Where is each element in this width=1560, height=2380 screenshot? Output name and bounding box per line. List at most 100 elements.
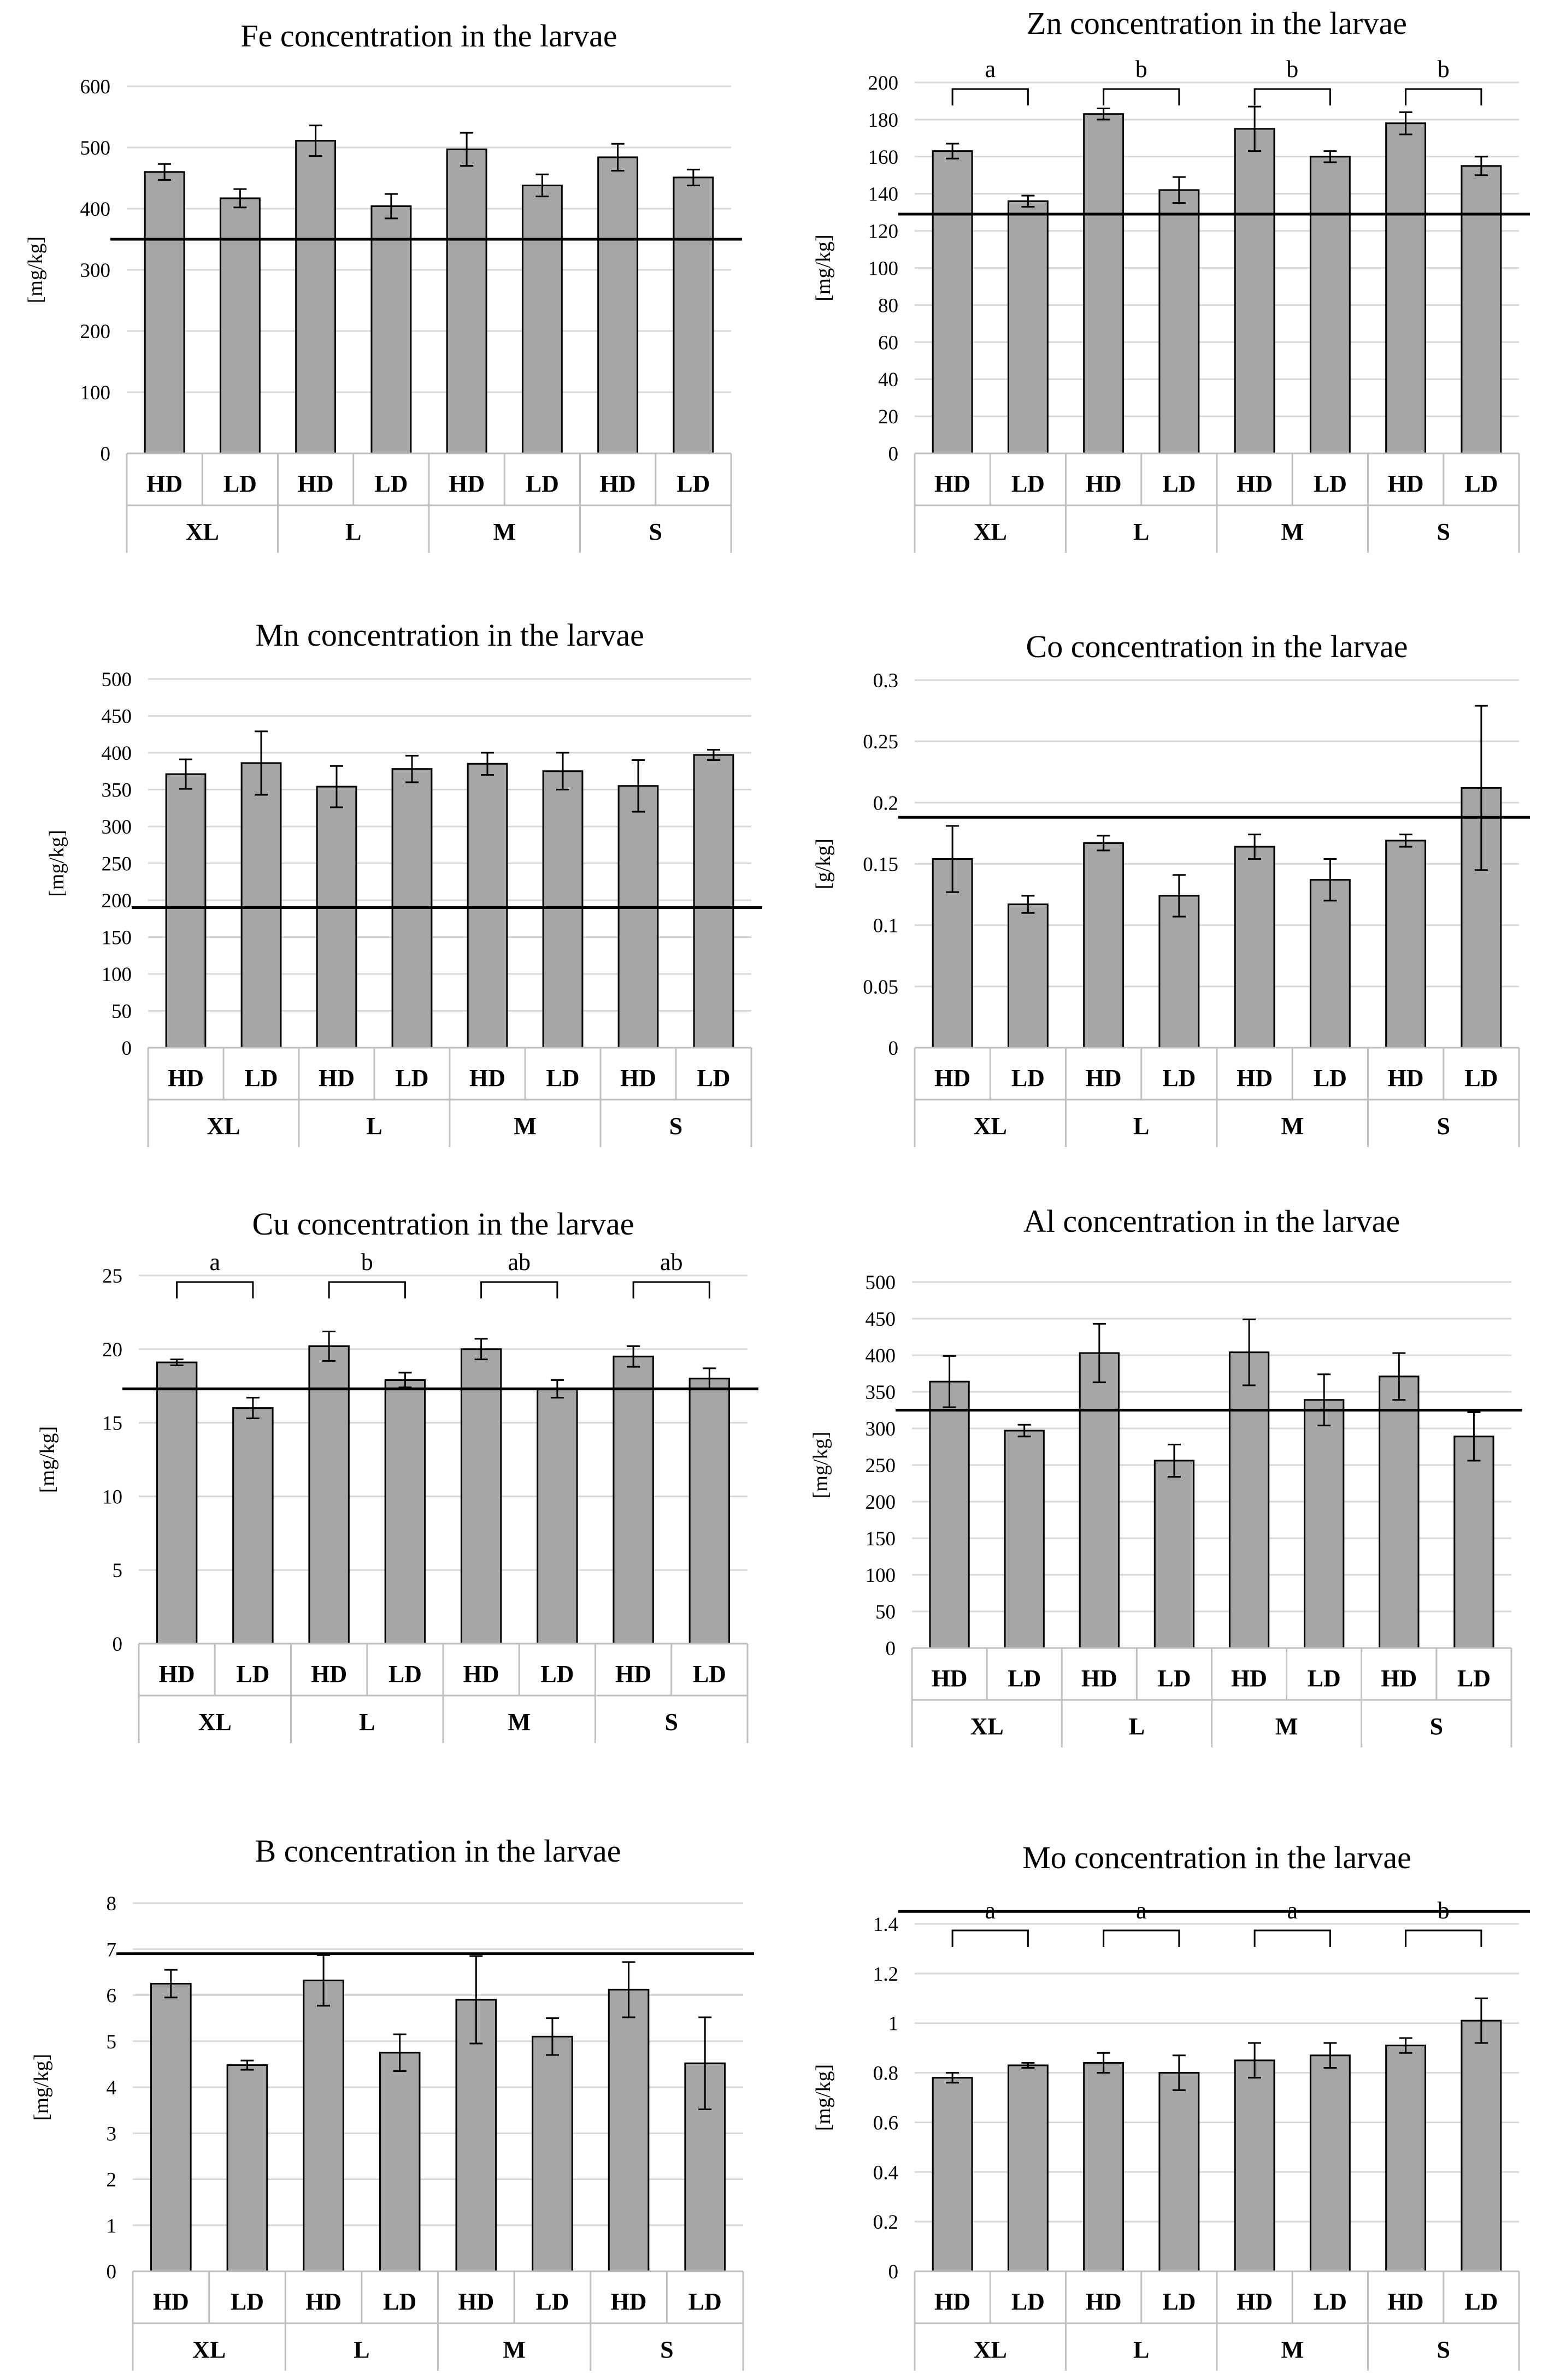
b-category-label: LD xyxy=(383,2288,416,2315)
al-category-label: LD xyxy=(1457,1665,1491,1692)
cu-category-label: LD xyxy=(540,1661,574,1687)
mo-chart: Mo concentration in the larvae 0 0.2 0.4 0.6… xyxy=(812,1840,1530,2371)
co-bar-l-ld xyxy=(1158,895,1200,1049)
b-bar-xl-hd xyxy=(150,1982,192,2272)
al-y-tick-label: 500 xyxy=(866,1272,896,1294)
co-group-label: L xyxy=(1133,1113,1149,1139)
fe-group-label: M xyxy=(493,518,516,545)
fe-chart: Fe concentration in the larvae 0 100 200 300… xyxy=(24,18,742,553)
cu-y-tick-label: 15 xyxy=(102,1413,122,1435)
zn-bar-l-hd xyxy=(1083,113,1125,454)
b-bar-l-ld xyxy=(379,2052,421,2272)
mo-bar-s-ld xyxy=(1461,2019,1502,2272)
al-category-label: HD xyxy=(1381,1665,1417,1692)
mn-category-label: LD xyxy=(244,1065,278,1091)
al-chart: Al concentration in the larvae 0 50 100 150 2… xyxy=(809,1203,1522,1747)
fe-category-label: LD xyxy=(374,470,408,497)
al-chart-title: Al concentration in the larvae xyxy=(1023,1203,1400,1239)
cu-bar-m-hd xyxy=(460,1348,502,1645)
b-category-label: HD xyxy=(458,2288,494,2315)
cu-category-label: HD xyxy=(615,1661,651,1687)
zn-chart: Zn concentration in the larvae 0 20 40 60 80 1… xyxy=(812,5,1530,553)
b-y-tick-label: 7 xyxy=(107,1939,117,1961)
mo-bar-xl-hd xyxy=(932,2077,973,2272)
mo-significance-bracket xyxy=(1405,1929,1482,1947)
co-category-label: HD xyxy=(1388,1065,1424,1091)
fe-y-tick-label: 500 xyxy=(80,137,111,160)
al-category-label: LD xyxy=(1308,1665,1341,1692)
al-y-tick-label: 200 xyxy=(866,1491,896,1514)
co-bar-l-hd xyxy=(1083,842,1125,1049)
zn-significance-bracket xyxy=(951,88,1029,105)
zn-category-label: HD xyxy=(1237,470,1273,497)
al-category-label: LD xyxy=(1008,1665,1041,1692)
b-y-tick-label: 3 xyxy=(107,2123,117,2145)
al-category-label: HD xyxy=(1231,1665,1267,1692)
co-y-tick-label: 0.1 xyxy=(873,915,898,937)
b-group-label: XL xyxy=(192,2336,226,2363)
mn-y-tick-label: 500 xyxy=(102,669,132,691)
b-y-tick-label: 6 xyxy=(107,1985,117,2007)
cu-category-label: HD xyxy=(311,1661,347,1687)
cu-significance-label: ab xyxy=(508,1249,531,1275)
mn-category-label: HD xyxy=(168,1065,204,1091)
zn-bar-s-hd xyxy=(1385,122,1427,454)
al-y-tick-label: 450 xyxy=(866,1308,896,1331)
mo-y-axis-label: [mg/kg] xyxy=(812,2064,835,2131)
mo-bar-m-hd xyxy=(1234,2059,1275,2272)
mo-y-tick-label: 1.4 xyxy=(873,1914,898,1936)
mn-group-label: L xyxy=(366,1113,382,1139)
zn-bar-l-ld xyxy=(1158,189,1200,454)
b-y-tick-label: 4 xyxy=(107,2077,117,2099)
al-bar-s-ld xyxy=(1453,1436,1494,1649)
mn-y-tick-label: 100 xyxy=(102,964,132,986)
zn-y-tick-label: 80 xyxy=(878,294,898,317)
mo-category-label: LD xyxy=(1314,2288,1347,2315)
al-y-tick-label: 350 xyxy=(866,1381,896,1404)
al-category-label: HD xyxy=(932,1665,968,1692)
mo-y-tick-label: 0.2 xyxy=(873,2211,898,2234)
b-bar-xl-ld xyxy=(226,2064,268,2272)
mo-category-label: HD xyxy=(1237,2288,1273,2315)
mn-bar-s-hd xyxy=(617,785,659,1049)
mn-y-tick-label: 350 xyxy=(102,779,132,802)
fe-group-label: S xyxy=(649,518,662,545)
fe-category-label: HD xyxy=(600,470,636,497)
zn-group-label: M xyxy=(1281,518,1304,545)
zn-group-label: XL xyxy=(974,518,1007,545)
co-category-label: LD xyxy=(1314,1065,1347,1091)
co-bar-xl-ld xyxy=(1007,903,1049,1049)
fe-y-tick-label: 300 xyxy=(80,259,111,282)
b-category-label: HD xyxy=(611,2288,647,2315)
fe-y-tick-label: 400 xyxy=(80,198,111,221)
zn-significance-label: a xyxy=(985,56,996,82)
mo-significance-label: a xyxy=(1287,1897,1298,1924)
fe-bar-m-hd xyxy=(446,148,487,454)
cu-y-tick-label: 0 xyxy=(113,1633,123,1656)
mn-y-tick-label: 50 xyxy=(111,1001,132,1023)
mo-significance-bracket xyxy=(951,1929,1029,1947)
al-group-label: XL xyxy=(970,1713,1004,1740)
zn-y-tick-label: 160 xyxy=(868,146,899,169)
zn-significance-bracket xyxy=(1103,88,1180,105)
mn-category-label: LD xyxy=(697,1065,730,1091)
co-category-label: HD xyxy=(1086,1065,1122,1091)
zn-category-label: LD xyxy=(1464,470,1498,497)
mn-y-tick-label: 0 xyxy=(122,1037,132,1060)
mn-bar-xl-ld xyxy=(240,762,282,1049)
co-category-label: LD xyxy=(1464,1065,1498,1091)
co-category-label: HD xyxy=(1237,1065,1273,1091)
mo-group-label: XL xyxy=(974,2336,1007,2363)
mn-y-tick-label: 150 xyxy=(102,927,132,949)
co-bar-m-ld xyxy=(1309,879,1351,1049)
co-category-label: LD xyxy=(1162,1065,1196,1091)
fe-y-axis-label: [mg/kg] xyxy=(24,237,47,303)
mo-category-label: HD xyxy=(1388,2288,1424,2315)
fe-bar-l-hd xyxy=(295,140,337,454)
cu-category-label: LD xyxy=(236,1661,269,1687)
mn-y-axis-label: [mg/kg] xyxy=(45,830,68,896)
mo-category-label: LD xyxy=(1464,2288,1498,2315)
al-group-label: L xyxy=(1129,1713,1145,1740)
cu-significance-bracket xyxy=(480,1281,558,1298)
cu-category-label: HD xyxy=(159,1661,195,1687)
